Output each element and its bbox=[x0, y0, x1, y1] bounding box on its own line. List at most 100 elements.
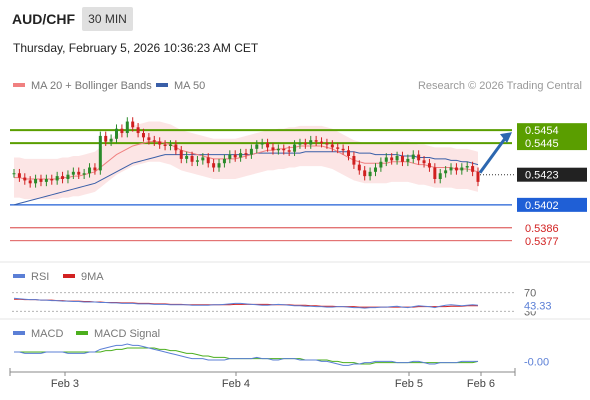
candle-body bbox=[266, 143, 270, 148]
macd-swatch bbox=[13, 331, 25, 336]
candle-body bbox=[395, 156, 399, 161]
candle-body bbox=[400, 156, 404, 162]
candle-body bbox=[88, 167, 92, 174]
candle-body bbox=[217, 163, 221, 168]
candle-body bbox=[82, 173, 86, 175]
candle-body bbox=[195, 160, 199, 162]
candle-body bbox=[352, 156, 356, 165]
forecast-arrow bbox=[478, 136, 508, 174]
candle-body bbox=[422, 160, 426, 164]
candle-body bbox=[28, 180, 32, 184]
candle-body bbox=[287, 150, 291, 152]
candle-body bbox=[179, 150, 183, 159]
candle-body bbox=[131, 121, 135, 128]
candle-body bbox=[98, 135, 102, 171]
candle-body bbox=[314, 140, 318, 142]
current-price-label-box bbox=[517, 167, 587, 182]
candle-body bbox=[115, 128, 119, 139]
x-tick-label: Feb 5 bbox=[395, 378, 423, 390]
symbol-title: AUD/CHF bbox=[12, 11, 75, 27]
candle-body bbox=[303, 143, 307, 145]
candle-body bbox=[336, 147, 340, 149]
resistance-label-2: 0.5445 bbox=[525, 138, 559, 150]
candle-body bbox=[320, 141, 324, 144]
candle-body bbox=[136, 127, 140, 134]
candle-body bbox=[454, 167, 458, 171]
candle-body bbox=[228, 154, 232, 159]
candle-body bbox=[174, 144, 178, 151]
candle-body bbox=[298, 143, 302, 145]
candle-body bbox=[109, 138, 113, 142]
candle-body bbox=[363, 170, 367, 177]
candle-body bbox=[357, 164, 361, 171]
candle-body bbox=[23, 177, 27, 181]
ma20-swatch bbox=[13, 83, 25, 88]
legend-rsi-label: RSI bbox=[31, 271, 50, 283]
ma50-swatch bbox=[156, 83, 168, 88]
candle-body bbox=[120, 128, 124, 134]
candle-body bbox=[201, 157, 205, 161]
candle-body bbox=[427, 163, 431, 168]
macd-line bbox=[14, 343, 478, 366]
candle-body bbox=[163, 144, 167, 146]
candle-body bbox=[465, 166, 469, 168]
candle-body bbox=[77, 171, 81, 175]
candle-body bbox=[379, 161, 383, 168]
9ma-swatch bbox=[63, 274, 75, 279]
candle-body bbox=[17, 173, 21, 178]
candle-body bbox=[222, 158, 226, 164]
rsi-swatch bbox=[13, 274, 25, 279]
candle-body bbox=[239, 153, 243, 158]
candle-body bbox=[309, 140, 313, 145]
legend-macd-signal: MACD Signal bbox=[76, 328, 160, 340]
candle-body bbox=[255, 144, 259, 149]
macd-value-label: -0.00 bbox=[524, 356, 549, 368]
candle-body bbox=[12, 173, 16, 175]
legend-ma20-label: MA 20 + Bollinger Bands bbox=[31, 80, 152, 92]
candle-body bbox=[104, 135, 108, 142]
candle-body bbox=[417, 154, 421, 161]
support-label-box bbox=[517, 197, 587, 212]
timeframe-button[interactable]: 30 MIN bbox=[82, 7, 133, 31]
rsi-line bbox=[13, 297, 479, 309]
candle-body bbox=[34, 179, 38, 184]
candle-body bbox=[212, 163, 216, 168]
candle-body bbox=[71, 171, 75, 175]
candle-body bbox=[190, 156, 194, 162]
legend-9ma: 9MA bbox=[63, 271, 104, 283]
candle-body bbox=[444, 170, 448, 174]
macd-signal-line bbox=[14, 347, 479, 365]
x-tick-label: Feb 3 bbox=[51, 378, 79, 390]
candle-body bbox=[433, 167, 437, 179]
x-tick-label: Feb 6 bbox=[467, 378, 495, 390]
legend-macd: MACD bbox=[13, 328, 63, 340]
candle-body bbox=[185, 156, 189, 159]
legend-macd-signal-label: MACD Signal bbox=[94, 328, 161, 340]
candle-body bbox=[61, 176, 65, 179]
support-label: 0.5402 bbox=[525, 200, 559, 212]
candle-body bbox=[347, 150, 351, 157]
candle-body bbox=[244, 153, 248, 155]
legend-macd-label: MACD bbox=[31, 328, 64, 340]
candle-body bbox=[325, 143, 329, 145]
forecast-arrow-head bbox=[500, 132, 512, 144]
rsi-value-label: 43.33 bbox=[524, 300, 552, 312]
bollinger-band bbox=[14, 121, 478, 200]
candle-body bbox=[249, 148, 253, 155]
candle-body bbox=[141, 133, 145, 138]
candle-body bbox=[460, 167, 464, 171]
rsi-9ma-line bbox=[14, 298, 478, 308]
rsi-label-70: 70 bbox=[524, 288, 536, 300]
candle-body bbox=[152, 140, 156, 142]
candle-body bbox=[168, 144, 172, 146]
legend-9ma-label: 9MA bbox=[81, 271, 104, 283]
candle-body bbox=[93, 167, 97, 171]
candle-body bbox=[158, 141, 162, 145]
candle-body bbox=[368, 171, 372, 177]
candle-body bbox=[384, 157, 388, 162]
x-tick-label: Feb 4 bbox=[222, 378, 250, 390]
candle-body bbox=[271, 147, 275, 151]
legend-ma20: MA 20 + Bollinger Bands bbox=[13, 80, 152, 92]
legend-ma50-label: MA 50 bbox=[174, 80, 206, 92]
legend-ma50: MA 50 bbox=[156, 80, 205, 92]
